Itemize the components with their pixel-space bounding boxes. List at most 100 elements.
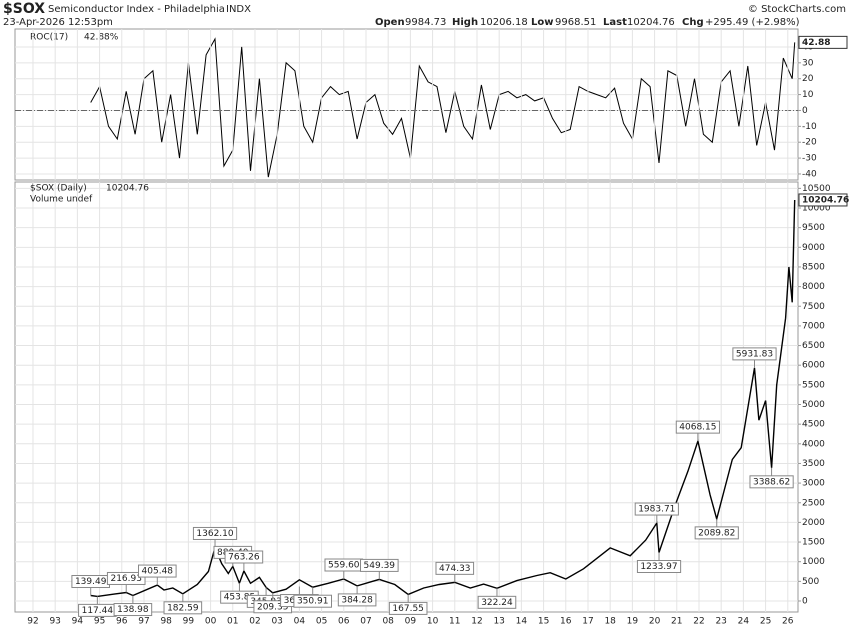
y-tick-label: 8500 [802,262,825,272]
panel-title: ROC(17) [30,33,68,43]
date: 23-Apr-2026 12:53pm [3,17,113,28]
annotation-label: 138.98 [117,605,149,615]
x-tick-label: 21 [671,617,682,627]
annotation-box [337,593,377,607]
panel-subtitle: 42.88% [84,33,119,43]
annotation-label: 5931.83 [736,349,773,359]
x-tick-label: 14 [516,617,528,627]
annotation-label: 117.44 [82,606,114,616]
annotation-box [435,561,475,575]
annotation-label: 350.91 [297,597,329,607]
panel [14,181,799,613]
y-tick-label: 500 [802,577,819,587]
x-tick-label: 11 [449,617,460,627]
x-tick-label: 95 [94,617,105,627]
y-tick-label: -20 [802,138,817,148]
annotation-label: 1233.97 [640,562,677,572]
annotation-box [675,420,720,434]
annotation-box [163,601,203,615]
annotation-label: 216.93 [110,574,142,584]
y-tick-label: 2500 [802,498,825,508]
annotation-label: 2089.82 [698,528,735,538]
y-tick-label: 1500 [802,538,825,548]
y-tick-label: 5500 [802,380,825,390]
x-tick-label: 09 [405,617,417,627]
y-tick-label: 6000 [802,361,825,371]
x-tick-label: 15 [538,617,549,627]
annotation-box [113,603,153,617]
chg-label: Chg [682,17,704,28]
open-label: Open [375,17,405,28]
last-value-box [798,193,848,207]
y-tick-label: 10000 [802,204,831,214]
x-tick-label: 23 [715,617,726,627]
x-tick-label: 16 [560,617,572,627]
last-label: Last [603,17,627,28]
y-tick-label: 10 [802,90,814,100]
annotation-label: 453.85 [224,593,256,603]
y-tick-label: 7500 [802,302,825,312]
panel-title: $SOX (Daily) [30,184,87,194]
y-tick-label: 30 [802,58,814,68]
annotation-label: 167.55 [392,604,424,614]
y-tick-label: 6500 [802,341,825,351]
last-value-box [798,35,848,49]
annotation-label: 763.26 [228,553,260,563]
annotation-label: 4068.15 [679,423,716,433]
annotation-box [694,526,739,540]
annotation-box [293,594,333,608]
panel-last: 10204.76 [106,184,149,194]
y-tick-label: 2000 [802,518,825,528]
panel [14,28,799,181]
y-tick-label: 9500 [802,223,825,233]
symbol: $SOX [3,1,45,17]
y-tick-label: 8000 [802,282,825,292]
y-tick-label: 3500 [802,459,825,469]
x-tick-label: 05 [316,617,327,627]
annotation-label: 384.28 [341,595,373,605]
x-tick-label: 98 [160,617,172,627]
x-tick-label: 03 [271,617,282,627]
x-tick-label: 20 [649,617,661,627]
x-tick-label: 97 [138,617,149,627]
y-tick-label: 0 [802,596,808,606]
y-tick-label: 4500 [802,420,825,430]
annotation-box [477,595,517,609]
annotation-box [732,347,777,361]
y-tick-label: 1000 [802,557,825,567]
x-tick-label: 04 [294,617,306,627]
x-tick-label: 93 [49,617,60,627]
y-tick-label: 3000 [802,479,825,489]
index-name: Semiconductor Index - Philadelphia [48,4,225,15]
x-tick-label: 01 [227,617,238,627]
x-tick-label: 13 [493,617,504,627]
annotation-label: 549.39 [364,561,396,571]
high-label: High [452,17,478,28]
x-tick-label: 22 [693,617,704,627]
data-line [90,199,796,598]
annotation-label: 3388.62 [753,477,790,487]
x-tick-label: 00 [205,617,217,627]
last-value-tag: 10204.76 [802,195,849,205]
y-tick-label: 5000 [802,400,825,410]
annotation-label: 182.59 [167,603,199,613]
annotation-label: 139.49 [75,577,107,587]
x-tick-label: 25 [760,617,771,627]
last-value-tag: 42.88 [802,38,830,48]
x-tick-label: 08 [382,617,394,627]
source: © StockCharts.com [748,4,846,15]
annotation-box [360,558,399,572]
x-tick-label: 99 [183,617,195,627]
annotation-box [388,601,428,615]
low: 9968.51 [555,17,596,28]
annotation-label: 1983.71 [638,505,675,515]
change: +295.49 (+2.98%) [705,17,800,28]
y-tick-label: -30 [802,154,817,164]
annotation-label: 559.60 [328,561,360,571]
legend-entry: Volume undef [30,195,93,205]
x-tick-label: 07 [360,617,371,627]
y-tick-label: -40 [802,169,817,179]
y-tick-label: 7000 [802,321,825,331]
x-tick-label: 94 [72,617,84,627]
